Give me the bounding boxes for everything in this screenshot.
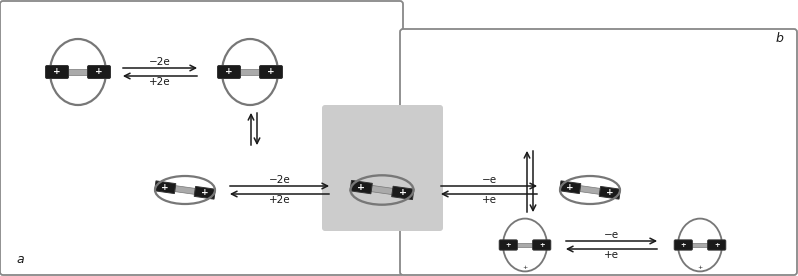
Text: +: +: [681, 242, 686, 248]
FancyBboxPatch shape: [0, 1, 403, 275]
Text: +: +: [606, 188, 614, 197]
FancyBboxPatch shape: [708, 240, 726, 250]
Text: −2e: −2e: [269, 175, 290, 185]
Text: +: +: [523, 266, 527, 270]
Polygon shape: [350, 181, 373, 194]
FancyBboxPatch shape: [45, 65, 69, 78]
Text: +: +: [358, 183, 365, 192]
Text: +: +: [161, 183, 169, 192]
Text: b: b: [776, 32, 784, 45]
Text: a: a: [16, 253, 24, 266]
FancyBboxPatch shape: [67, 69, 89, 75]
Text: −e: −e: [604, 230, 619, 240]
Polygon shape: [194, 187, 215, 199]
Text: −2e: −2e: [149, 57, 171, 67]
FancyBboxPatch shape: [88, 65, 110, 78]
FancyBboxPatch shape: [674, 240, 693, 250]
FancyBboxPatch shape: [259, 65, 282, 78]
Text: +e: +e: [481, 195, 496, 205]
Text: +: +: [53, 68, 61, 76]
Text: +: +: [95, 68, 103, 76]
FancyBboxPatch shape: [532, 240, 551, 250]
FancyBboxPatch shape: [516, 243, 534, 247]
Text: +: +: [697, 266, 702, 270]
Polygon shape: [579, 186, 600, 194]
Text: +2e: +2e: [149, 77, 171, 87]
FancyBboxPatch shape: [691, 243, 709, 247]
Polygon shape: [371, 185, 393, 195]
Text: +: +: [267, 68, 275, 76]
FancyBboxPatch shape: [218, 65, 240, 78]
Polygon shape: [559, 181, 581, 193]
FancyBboxPatch shape: [239, 69, 261, 75]
Polygon shape: [392, 186, 414, 200]
Text: +: +: [714, 242, 720, 248]
FancyBboxPatch shape: [400, 29, 797, 275]
Polygon shape: [175, 186, 196, 194]
Text: +: +: [567, 183, 574, 192]
FancyBboxPatch shape: [500, 240, 517, 250]
Text: +: +: [539, 242, 544, 248]
Text: +2e: +2e: [269, 195, 290, 205]
Text: +: +: [201, 188, 208, 197]
FancyBboxPatch shape: [322, 105, 443, 231]
Text: +e: +e: [604, 250, 619, 260]
Polygon shape: [599, 187, 620, 199]
Text: −e: −e: [481, 175, 496, 185]
Text: +: +: [399, 189, 407, 197]
Text: +: +: [225, 68, 233, 76]
Polygon shape: [155, 181, 176, 193]
Text: +: +: [505, 242, 511, 248]
